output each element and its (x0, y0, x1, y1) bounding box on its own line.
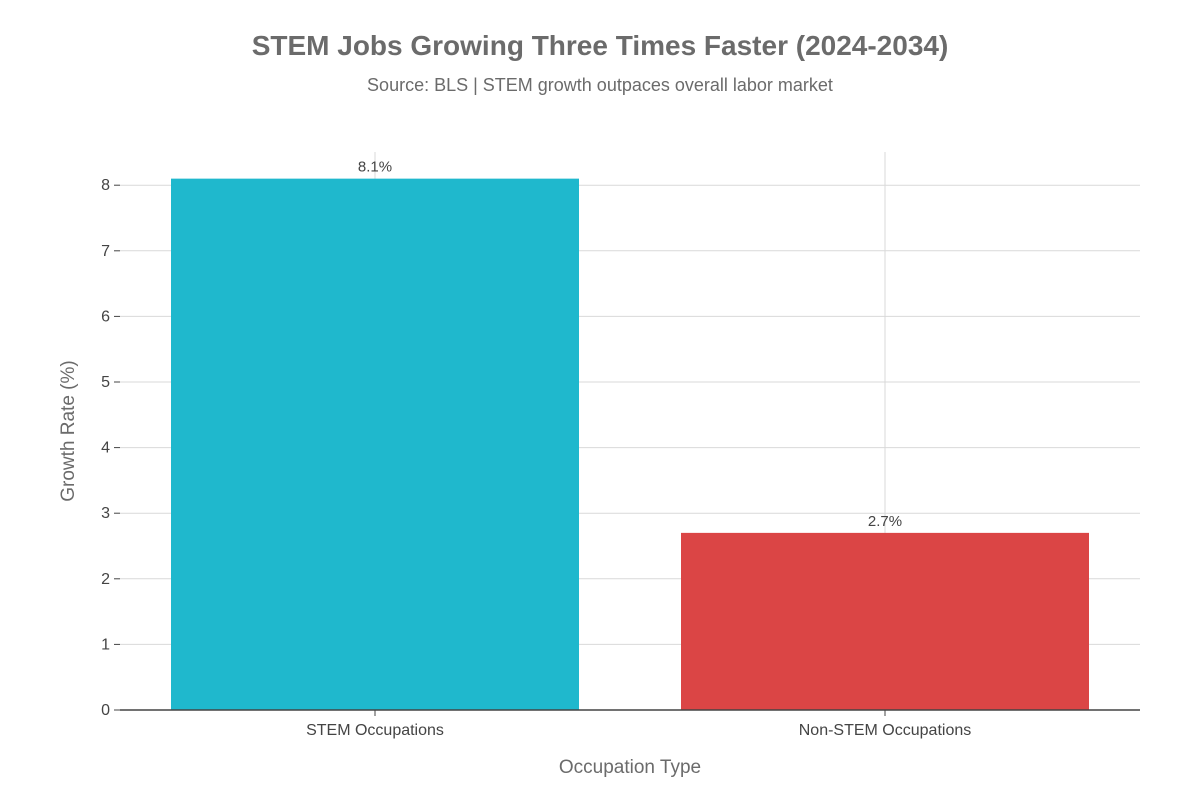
y-tick-label: 8 (101, 177, 110, 194)
chart-title: STEM Jobs Growing Three Times Faster (20… (252, 30, 949, 61)
bar-non-stem-occupations (681, 532, 1089, 710)
y-tick-label: 3 (101, 505, 110, 522)
y-tick-label: 4 (101, 440, 110, 457)
y-tick-label: 7 (101, 243, 110, 260)
axes: 0 1 2 3 4 5 6 7 8 STEM Occupations Non-STEM Occupa… (101, 177, 1140, 739)
bar-stem-occupations (171, 178, 579, 710)
data-labels: 8.1% 2.7% (358, 159, 902, 530)
y-tick-label: 1 (101, 636, 110, 653)
chart-subtitle: Source: BLS | STEM growth outpaces overa… (367, 75, 833, 95)
x-tick-label: Non-STEM Occupations (799, 722, 972, 739)
x-tick-label: STEM Occupations (306, 722, 444, 739)
y-tick-label: 0 (101, 702, 110, 719)
y-tick-label: 5 (101, 374, 110, 391)
bars (171, 178, 1089, 710)
bar-data-label: 8.1% (358, 159, 392, 176)
y-axis-title: Growth Rate (%) (58, 360, 79, 501)
y-tick-label: 6 (101, 308, 110, 325)
y-tick-label: 2 (101, 571, 110, 588)
bar-data-label: 2.7% (868, 513, 902, 530)
x-axis-title: Occupation Type (559, 757, 701, 778)
